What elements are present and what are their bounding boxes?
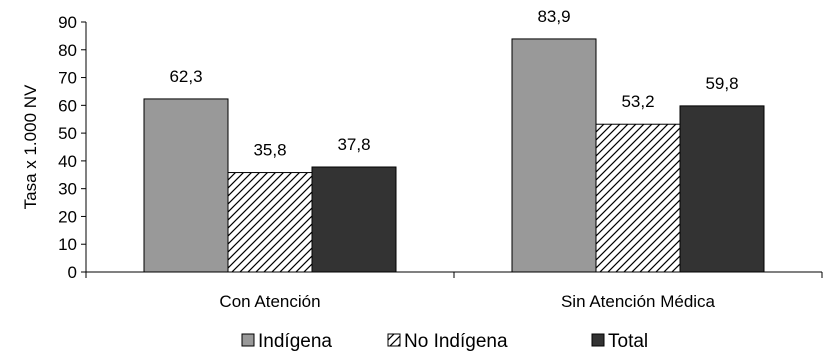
data-label: 37,8 [337,135,370,154]
legend-label: Total [608,331,648,352]
y-tick-label: 60 [58,96,77,115]
bar-total [679,105,765,273]
y-tick-label: 0 [68,263,77,282]
y-tick-label: 70 [58,69,77,88]
bar-indigena [143,98,229,273]
data-label: 35,8 [253,141,286,160]
y-tick-label: 20 [58,207,77,226]
y-tick-label: 10 [58,235,77,254]
legend-label: Indígena [258,331,332,352]
legend-swatch [241,333,255,347]
y-axis-title: Tasa x 1.000 NV [21,84,40,209]
legend-swatch [387,333,401,347]
y-tick-label: 90 [58,13,77,32]
data-label: 53,2 [621,92,654,111]
y-tick-label: 40 [58,152,77,171]
bar-no-indigena [227,172,313,273]
legend-label: No Indígena [404,331,508,352]
plot-area: 0 10 20 30 40 50 60 70 80 90 Tasa x 1.000 NV 62,3 35… [21,7,823,311]
x-category-label: Con Atención [219,292,320,311]
y-tick-label: 80 [58,41,77,60]
bar-total [311,166,397,273]
data-label: 62,3 [169,67,202,86]
y-tick-label: 50 [58,124,77,143]
legend-swatch [591,333,605,347]
y-tick-label: 30 [58,180,77,199]
data-label: 83,9 [537,7,570,26]
data-label: 59,8 [705,74,738,93]
bar-indigena [511,38,597,273]
x-category-label: Sin Atención Médica [561,292,716,311]
legend: Indígena No Indígena Total [241,331,648,352]
bar-no-indigena [595,123,681,273]
